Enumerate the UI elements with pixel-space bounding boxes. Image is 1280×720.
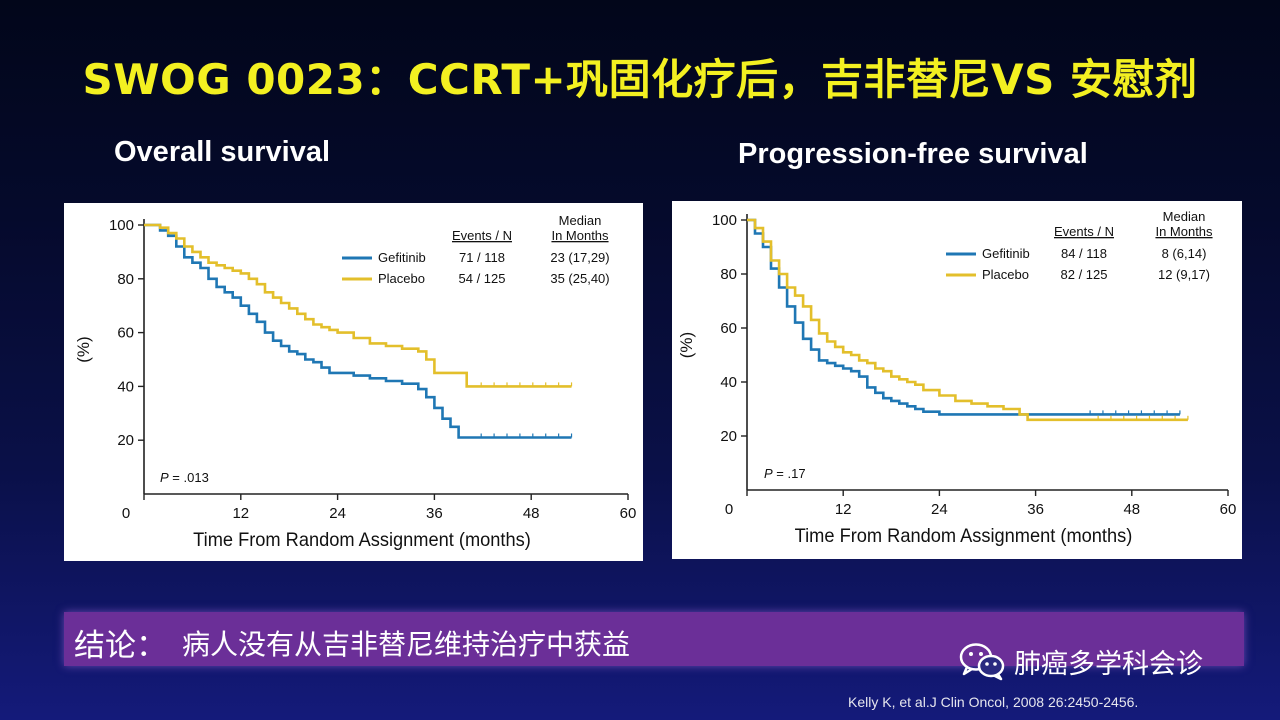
citation: Kelly K, et al.J Clin Oncol, 2008 26:245…: [848, 694, 1139, 710]
x-tick-label: 36: [1027, 501, 1044, 518]
legend-events-header: Events / N: [452, 228, 512, 243]
legend-median-subheader: In Months: [551, 228, 609, 243]
p-value: .013: [184, 470, 209, 485]
x-tick-label: 24: [931, 501, 948, 518]
p-equals: =: [773, 466, 788, 481]
legend-median-header: Median: [1163, 209, 1206, 224]
x-tick-label: 60: [620, 505, 637, 522]
slide-title: SWOG 0023：CCRT+巩固化疗后，吉非替尼VS 安慰剂: [82, 55, 1198, 104]
os-chart-panel: 20 40 60 80 100 0 12 24 36 48 60 Time From Random A…: [64, 203, 643, 561]
pfs-chart-heading: Progression-free survival: [738, 138, 1088, 170]
y-tick-label: 100: [109, 217, 134, 234]
x-tick-label: 36: [426, 505, 443, 522]
wechat-icon: [959, 643, 1005, 681]
series-line-gefitinib: [747, 218, 1180, 416]
legend-events-value: 54 / 125: [459, 271, 506, 286]
legend-median-value: 23 (17,29): [550, 250, 609, 265]
conclusion-text: 病人没有从吉非替尼维持治疗中获益: [182, 628, 631, 661]
legend-median-value: 35 (25,40): [550, 271, 609, 286]
y-axis-label: (%): [677, 332, 696, 358]
conclusion-colon: ：: [136, 628, 167, 664]
p-equals: =: [169, 470, 184, 485]
pfs-survival-chart: 20 40 60 80 100 0 12 24 36 48 60 Time From Random A…: [677, 209, 1237, 546]
legend-series-name: Placebo: [378, 271, 425, 286]
legend-events-value: 71 / 118: [459, 250, 505, 265]
pfs-chart-panel: 20 40 60 80 100 0 12 24 36 48 60 Time From Random A…: [672, 201, 1242, 559]
y-tick-label: 60: [117, 325, 134, 342]
y-axis-label: (%): [74, 336, 93, 362]
p-symbol: P: [764, 466, 773, 481]
legend-series-name: Gefitinib: [378, 250, 426, 265]
p-value-annotation: P = .17: [764, 466, 806, 481]
legend-median-header: Median: [559, 213, 602, 228]
legend-series-name: Placebo: [982, 267, 1029, 282]
y-tick-label: 20: [117, 432, 134, 449]
series-line-gefitinib: [144, 223, 572, 439]
watermark: 肺癌多学科会诊: [958, 640, 1203, 682]
conclusion-banner: [64, 612, 1244, 666]
p-value-annotation: P = .013: [160, 470, 209, 485]
x-tick-label: 60: [1220, 501, 1237, 518]
y-tick-label: 60: [720, 320, 737, 337]
y-tick-label: 40: [720, 374, 737, 391]
series-line-placebo: [747, 218, 1188, 422]
os-chart-heading: Overall survival: [114, 136, 331, 168]
x-tick-label: 48: [523, 505, 540, 522]
series-line-placebo: [144, 223, 572, 388]
y-tick-label: 20: [720, 428, 737, 445]
legend-events-value: 82 / 125: [1061, 267, 1108, 282]
x-tick-label: 12: [232, 505, 249, 522]
x-axis-label: Time From Random Assignment (months): [795, 525, 1133, 546]
y-tick-label: 40: [117, 378, 134, 395]
p-value: .17: [788, 466, 806, 481]
legend-median-subheader: In Months: [1155, 224, 1213, 239]
legend-events-value: 84 / 118: [1061, 246, 1107, 261]
x-tick-label: 24: [329, 505, 346, 522]
x-tick-label: 0: [122, 505, 130, 522]
p-symbol: P: [160, 470, 169, 485]
watermark-text: 肺癌多学科会诊: [1014, 648, 1203, 680]
legend-median-value: 12 (9,17): [1158, 267, 1210, 282]
x-axis-label: Time From Random Assignment (months): [193, 529, 531, 550]
y-tick-label: 80: [720, 266, 737, 283]
x-tick-label: 0: [725, 501, 733, 518]
legend-events-header: Events / N: [1054, 224, 1114, 239]
x-tick-label: 12: [835, 501, 852, 518]
conclusion-label: 结论：: [74, 620, 167, 665]
conclusion-label-text: 结论: [74, 628, 136, 664]
legend-series-name: Gefitinib: [982, 246, 1030, 261]
y-tick-label: 80: [117, 271, 134, 288]
x-tick-label: 48: [1123, 501, 1140, 518]
y-tick-label: 100: [712, 212, 737, 229]
os-survival-chart: 20 40 60 80 100 0 12 24 36 48 60 Time From Random A…: [74, 213, 637, 550]
legend-median-value: 8 (6,14): [1162, 246, 1207, 261]
